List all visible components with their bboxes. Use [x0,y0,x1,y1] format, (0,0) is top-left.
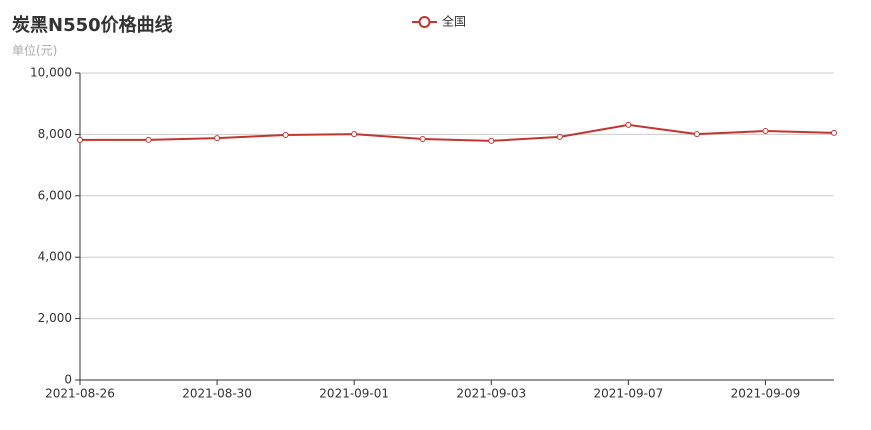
line [80,123,835,142]
point [693,131,700,138]
x-tick-label: 2021-09-07 [593,387,663,401]
legend-label: 全国 [442,14,466,29]
point [556,133,563,140]
point [77,136,83,143]
point [625,121,632,128]
y-tick-label: 0 [64,373,72,387]
chart-subtitle: 单位(元) [12,43,57,58]
legend-marker [418,16,431,28]
point [488,137,495,144]
point [831,129,837,136]
x-tick-label: 2021-09-09 [731,387,801,401]
x-tick-label: 2021-08-30 [182,387,252,401]
point [762,128,769,135]
point [214,135,221,142]
x-tick-label: 2021-09-03 [456,387,526,401]
point [351,131,358,138]
y-tick-label: 10,000 [30,66,72,80]
chart-title: 炭黑N550价格曲线 [12,14,173,36]
y-tick-label: 8,000 [38,127,72,141]
y-tick-label: 2,000 [38,311,72,325]
point [419,136,426,143]
x-tick-label: 2021-09-01 [319,387,389,401]
y-tick-label: 4,000 [38,250,72,264]
point [282,132,289,139]
y-tick-label: 6,000 [38,188,72,202]
x-tick-label: 2021-08-26 [45,387,115,401]
point [145,136,152,143]
